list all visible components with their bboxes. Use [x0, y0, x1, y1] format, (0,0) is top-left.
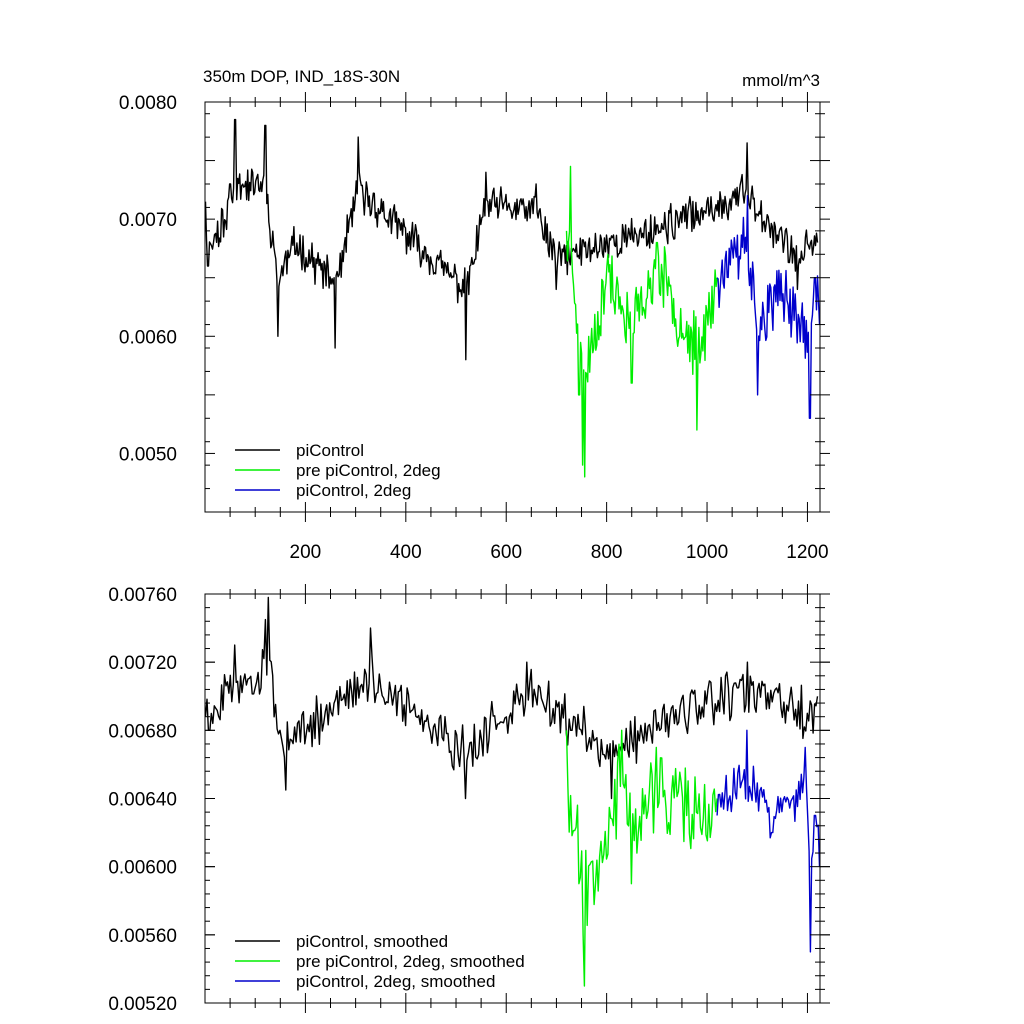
top-legend-label-0: piControl [296, 441, 364, 460]
bottom-legend: piControl, smoothed pre piControl, 2deg,… [235, 932, 525, 991]
x-tick-label-0-4: 1000 [686, 542, 728, 563]
bottom-panel: 0.00520 0.00560 0.00600 0.00640 0.00680 0.007… [108, 584, 830, 1015]
series-line-1-0 [204, 596, 819, 800]
y-tick-label-0-2: 0.0070 [119, 210, 177, 231]
y-tick-label-1-0: 0.00520 [108, 994, 177, 1015]
bottom-axis-layer: 0.00520 0.00560 0.00600 0.00640 0.00680 0.007… [108, 584, 830, 1015]
y-tick-label-0-0: 0.0050 [119, 444, 177, 465]
series-line-0-1 [565, 165, 718, 478]
x-tick-label-0-2: 600 [490, 542, 522, 563]
top-legend: piControl pre piControl, 2deg piControl,… [235, 441, 441, 500]
series-line-0-0 [204, 118, 819, 361]
top-panel: 350m DOP, IND_18S-30N mmol/m^3 200 400 600… [119, 67, 830, 563]
x-tick-label-0-5: 1200 [786, 542, 828, 563]
y-tick-label-0-3: 0.0080 [119, 93, 177, 114]
bottom-legend-label-1: pre piControl, 2deg, smoothed [296, 952, 525, 971]
top-panel-title: 350m DOP, IND_18S-30N [203, 67, 400, 86]
top-axis-layer: 200 400 600 800 1000 1200 0.0050 0.0060 0.0070 0.… [119, 92, 830, 563]
bottom-legend-label-0: piControl, smoothed [296, 932, 448, 951]
series-line-0-2 [716, 195, 821, 419]
top-legend-label-2: piControl, 2deg [296, 481, 411, 500]
y-tick-label-1-5: 0.00720 [108, 653, 177, 674]
y-tick-label-1-3: 0.00640 [108, 790, 177, 811]
bottom-legend-label-2: piControl, 2deg, smoothed [296, 972, 495, 991]
top-plot-frame [204, 101, 821, 513]
y-tick-label-1-1: 0.00560 [108, 926, 177, 947]
series-line-1-2 [716, 729, 821, 953]
y-tick-label-1-4: 0.00680 [108, 721, 177, 742]
top-panel-units: mmol/m^3 [742, 71, 820, 90]
y-tick-label-0-1: 0.0060 [119, 327, 177, 348]
top-legend-label-1: pre piControl, 2deg [296, 461, 441, 480]
x-tick-label-0-1: 400 [390, 542, 422, 563]
x-tick-label-0-3: 800 [591, 542, 623, 563]
top-series-layer [204, 118, 821, 478]
y-tick-label-1-6: 0.00760 [108, 585, 177, 606]
bottom-series-layer [204, 596, 821, 987]
x-tick-label-0-0: 200 [290, 542, 322, 563]
y-tick-label-1-2: 0.00600 [108, 858, 177, 879]
series-line-1-1 [565, 729, 718, 987]
